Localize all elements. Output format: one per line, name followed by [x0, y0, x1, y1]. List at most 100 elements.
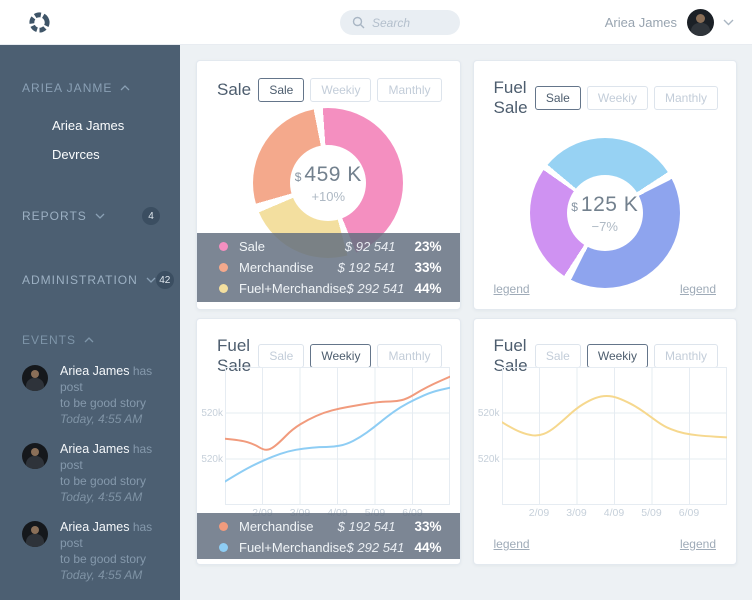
- tab-sale[interactable]: Sale: [534, 344, 581, 368]
- tab-manthly[interactable]: Manthly: [653, 344, 718, 368]
- events-list: Ariea James has post to be good story To…: [0, 363, 180, 583]
- chevron-down-icon: [146, 277, 156, 283]
- legend-label: Merchandise: [239, 260, 314, 275]
- sidebar-item-events[interactable]: EVENTS: [0, 333, 180, 347]
- tab-sale[interactable]: Sale: [258, 344, 305, 368]
- legend-value: $ 192 541: [337, 260, 396, 275]
- donut-currency: $: [294, 169, 302, 184]
- legend-label: Fuel+Merchandise: [239, 281, 347, 296]
- x-axis-label: 5/09: [641, 507, 662, 519]
- legend-link[interactable]: legend: [679, 537, 716, 551]
- legend-dot: [219, 284, 228, 293]
- legend-row: Fuel+Merchandise $ 292 541 44%: [197, 278, 460, 299]
- tab-weekiy[interactable]: Weekiy: [310, 344, 372, 368]
- card-sale-donut: Sale Sale Weekiy Manthly $ 459 K +10% Sa…: [196, 60, 461, 310]
- sidebar-group-ariea-janme[interactable]: ARIEA JANME: [0, 45, 180, 95]
- chevron-up-icon: [120, 85, 130, 91]
- sidebar-group-label: ARIEA JANME: [22, 81, 113, 95]
- event-user-name: Ariea James: [60, 520, 130, 534]
- events-label: EVENTS: [22, 333, 77, 347]
- legend-overlay: Merchandise $ 192 541 33% Fuel+Merchandi…: [197, 513, 460, 559]
- event-avatar: [22, 521, 48, 547]
- user-avatar: [687, 9, 714, 36]
- event-action: has post: [60, 442, 153, 472]
- donut-currency: $: [571, 199, 578, 214]
- tab-weekiy[interactable]: Weekiy: [586, 344, 648, 368]
- tab-manthly[interactable]: Manthly: [653, 86, 718, 110]
- legend-value: $ 192 541: [337, 519, 396, 534]
- legend-dot: [219, 242, 228, 251]
- event-list-item[interactable]: Ariea James has post to be good story To…: [0, 363, 180, 427]
- legend-dot: [219, 522, 228, 531]
- event-user-name: Ariea James: [60, 442, 130, 456]
- event-line2: to be good story: [60, 552, 147, 566]
- legend-row: Fuel+Merchandise $ 292 541 44%: [197, 537, 460, 558]
- chevron-up-icon: [84, 337, 94, 343]
- search-box[interactable]: [340, 10, 460, 35]
- legend-percent: 33%: [414, 260, 442, 275]
- event-line2: to be good story: [60, 396, 147, 410]
- search-input[interactable]: [372, 15, 450, 30]
- legend-label: Sale: [239, 239, 266, 254]
- donut-total: 459 K: [304, 162, 362, 186]
- event-line2: to be good story: [60, 474, 147, 488]
- legend-link[interactable]: legend: [493, 537, 530, 551]
- main-content: Sale Sale Weekiy Manthly $ 459 K +10% Sa…: [180, 45, 752, 600]
- x-axis-labels: 2/09 3/09 4/09 5/09 6/09: [502, 507, 727, 519]
- user-menu[interactable]: Ariea James: [605, 9, 734, 36]
- reports-label: REPORTS: [22, 209, 87, 223]
- administration-label: ADMINISTRATION: [22, 273, 138, 287]
- sidebar-item-devrces[interactable]: Devrces: [52, 147, 100, 162]
- card-fuel-sale-line: Fuel Sale Sale Weekiy Manthly 520k 520k 2…: [472, 318, 737, 565]
- x-axis-label: 4/09: [603, 507, 625, 519]
- tab-weekiy[interactable]: Weekiy: [586, 86, 648, 110]
- y-axis-label: 520k: [477, 407, 500, 419]
- line-chart: 520k 520k: [478, 367, 728, 505]
- x-axis-label: 6/09: [678, 507, 700, 519]
- administration-count-badge: 42: [155, 271, 174, 289]
- search-icon: [352, 16, 365, 29]
- line-chart: 520k 520k: [201, 367, 451, 505]
- chevron-down-icon: [723, 19, 734, 26]
- event-time: Today, 4:55 AM: [60, 490, 143, 504]
- legend-link[interactable]: legend: [679, 282, 716, 296]
- chevron-down-icon: [95, 213, 105, 219]
- legend-link[interactable]: legend: [493, 282, 530, 296]
- app-logo-aperture-icon[interactable]: [28, 11, 51, 34]
- donut-total: 125 K: [580, 192, 639, 216]
- legend-row: Merchandise $ 192 541 33%: [197, 257, 460, 278]
- event-user-name: Ariea James: [60, 364, 130, 378]
- event-list-item[interactable]: Ariea James has post to be good story To…: [0, 441, 180, 505]
- legend-percent: 44%: [414, 540, 442, 555]
- tab-manthly[interactable]: Manthly: [377, 344, 442, 368]
- legend-percent: 23%: [414, 239, 442, 254]
- legend-dot: [219, 263, 228, 272]
- legend-label: Fuel+Merchandise: [239, 540, 347, 555]
- event-action: has post: [60, 364, 153, 394]
- event-list-item[interactable]: Ariea James has post to be good story To…: [0, 519, 180, 583]
- card-fuel-sale-donut: Fuel Sale Sale Weekiy Manthly $ 125 K −7…: [472, 60, 737, 310]
- tab-sale[interactable]: Sale: [534, 86, 581, 110]
- legend-row: Sale $ 92 541 23%: [197, 236, 460, 257]
- legend-value: $ 292 541: [346, 540, 405, 555]
- y-axis-label: 520k: [477, 454, 500, 466]
- x-axis-label: 2/09: [528, 507, 550, 519]
- legend-value: $ 292 541: [346, 281, 405, 296]
- event-avatar: [22, 443, 48, 469]
- top-header: Ariea James: [0, 0, 752, 45]
- legend-percent: 33%: [414, 519, 442, 534]
- event-time: Today, 4:55 AM: [60, 412, 143, 426]
- sidebar-item-administration[interactable]: ADMINISTRATION 42: [0, 271, 180, 289]
- card-title: Sale: [217, 80, 252, 99]
- tab-manthly[interactable]: Manthly: [377, 78, 442, 102]
- sidebar-item-ariea-james[interactable]: Ariea James: [52, 118, 125, 133]
- legend-dot: [219, 543, 228, 552]
- donut-delta: +10%: [311, 188, 346, 204]
- legend-percent: 44%: [414, 281, 442, 296]
- event-action: has post: [60, 520, 153, 550]
- sidebar-item-reports[interactable]: REPORTS 4: [0, 207, 180, 225]
- tab-weekiy[interactable]: Weekiy: [310, 78, 372, 102]
- tab-sale[interactable]: Sale: [258, 78, 305, 102]
- reports-count-badge: 4: [142, 207, 160, 225]
